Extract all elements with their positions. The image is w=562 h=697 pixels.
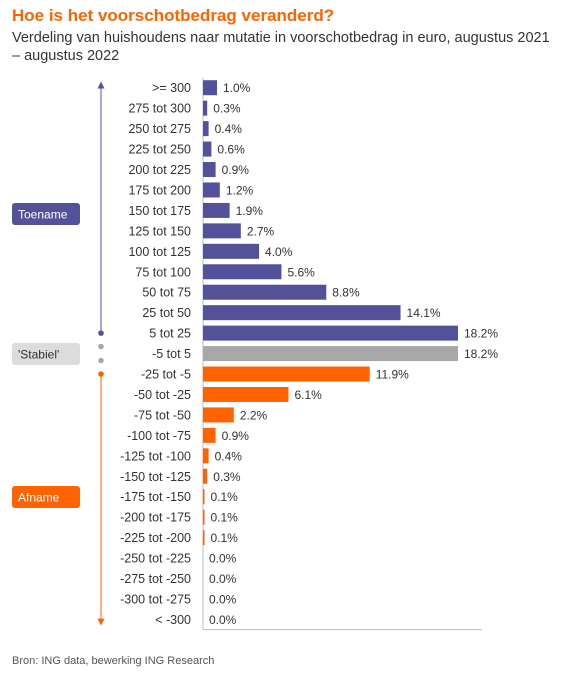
bar <box>203 100 208 116</box>
bar <box>203 366 370 382</box>
bar <box>203 243 260 259</box>
bar <box>203 223 241 239</box>
category-label: 225 tot 250 <box>128 143 191 157</box>
toename-arrow-icon <box>97 81 105 89</box>
category-label: 175 tot 200 <box>128 183 191 197</box>
category-label: -25 tot -5 <box>141 368 191 382</box>
bar <box>203 284 327 300</box>
bar <box>203 305 401 321</box>
category-label: 200 tot 225 <box>128 163 191 177</box>
data-label: 0.1% <box>211 531 239 545</box>
afname-badge-label: Afname <box>18 491 60 505</box>
category-label: -50 tot -25 <box>134 388 191 402</box>
category-label: -75 tot -50 <box>134 408 191 422</box>
category-label: 5 tot 25 <box>149 327 191 341</box>
data-label: 0.4% <box>215 122 243 136</box>
data-label: 0.4% <box>215 449 243 463</box>
category-label: 125 tot 150 <box>128 224 191 238</box>
bar <box>203 448 209 464</box>
bar <box>203 489 205 505</box>
category-label: 275 tot 300 <box>128 102 191 116</box>
data-label: 6.1% <box>294 388 322 402</box>
bar <box>203 202 230 218</box>
bar <box>203 468 208 484</box>
data-label: 0.0% <box>209 613 237 627</box>
data-label: 18.2% <box>464 347 498 361</box>
bar <box>203 121 209 137</box>
toename-badge <box>12 203 80 225</box>
stabiel-badge-label: 'Stabiel' <box>18 348 59 362</box>
bar <box>203 182 220 198</box>
category-label: >= 300 <box>152 81 191 95</box>
data-label: 1.0% <box>223 81 251 95</box>
category-label: 150 tot 175 <box>128 204 191 218</box>
data-label: 0.3% <box>213 470 241 484</box>
stabiel-dot-icon <box>98 343 104 350</box>
data-label: 0.6% <box>217 143 245 157</box>
chart-subtitle: Verdeling van huishoudens naar mutatie i… <box>12 30 550 64</box>
data-label: 0.1% <box>211 511 239 525</box>
category-label: -125 tot -100 <box>120 449 191 463</box>
category-label: -300 tot -275 <box>120 592 191 606</box>
category-label: 250 tot 275 <box>128 122 191 136</box>
data-label: 0.3% <box>213 102 241 116</box>
bar <box>203 427 216 443</box>
chart-title: Hoe is het voorschotbedrag veranderd? <box>12 6 335 25</box>
data-label: 0.1% <box>211 490 239 504</box>
data-label: 8.8% <box>332 286 360 300</box>
data-label: 0.0% <box>209 592 237 606</box>
category-label: -275 tot -250 <box>120 572 191 586</box>
bar <box>203 141 212 157</box>
category-label: -150 tot -125 <box>120 470 191 484</box>
data-label: 2.7% <box>247 224 275 238</box>
category-label: 100 tot 125 <box>128 245 191 259</box>
data-label: 0.0% <box>209 552 237 566</box>
data-label: 2.2% <box>240 408 268 422</box>
data-label: 14.1% <box>407 306 441 320</box>
category-label: 50 tot 75 <box>142 286 191 300</box>
data-label: 0.9% <box>222 163 250 177</box>
bar <box>203 386 289 402</box>
toename-badge-label: Toename <box>18 208 68 222</box>
afname-badge <box>12 486 80 508</box>
bar <box>203 530 205 546</box>
data-label: 18.2% <box>464 327 498 341</box>
bar <box>203 264 282 280</box>
category-label: 25 tot 50 <box>142 306 191 320</box>
category-label: -200 tot -175 <box>120 511 191 525</box>
bar <box>203 325 458 341</box>
bar <box>203 407 234 423</box>
bar <box>203 162 216 178</box>
afname-arrow-icon <box>97 618 105 626</box>
data-label: 11.9% <box>376 368 409 382</box>
stabiel-dot-icon <box>98 357 104 364</box>
source-note: Bron: ING data, bewerking ING Research <box>12 655 215 667</box>
bar <box>203 509 205 525</box>
toename-end-dot-icon <box>98 330 104 336</box>
bar <box>203 346 458 362</box>
data-label: 5.6% <box>287 265 315 279</box>
data-label: 0.9% <box>222 429 250 443</box>
data-label: 0.0% <box>209 572 237 586</box>
bar <box>203 80 218 96</box>
category-label: 75 tot 100 <box>135 265 191 279</box>
data-label: 1.9% <box>236 204 264 218</box>
category-label: -100 tot -75 <box>127 429 191 443</box>
category-label: -175 tot -150 <box>120 490 191 504</box>
category-label: -250 tot -225 <box>120 552 191 566</box>
data-label: 1.2% <box>226 183 254 197</box>
category-label: < -300 <box>155 613 191 627</box>
category-label: -5 tot 5 <box>152 347 191 361</box>
stabiel-badge <box>12 343 80 365</box>
category-label: -225 tot -200 <box>120 531 191 545</box>
data-label: 4.0% <box>265 245 293 259</box>
